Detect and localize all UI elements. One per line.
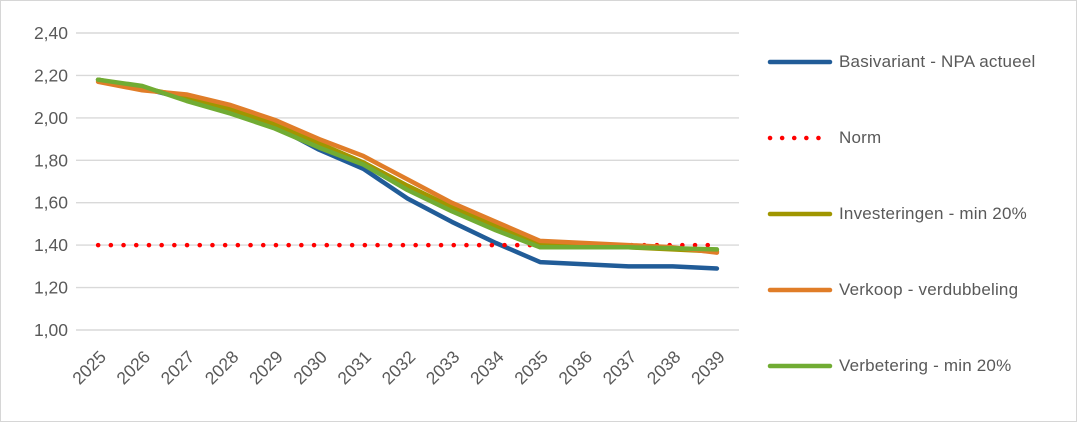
legend-label-verkoop: Verkoop - verdubbeling <box>839 280 1019 299</box>
svg-text:1,60: 1,60 <box>34 193 68 213</box>
legend-item-verkoop: Verkoop - verdubbeling <box>766 276 1018 304</box>
legend-line-swatch-norm <box>767 135 833 141</box>
svg-text:2038: 2038 <box>643 347 685 389</box>
svg-text:2037: 2037 <box>599 347 641 389</box>
legend-item-basivariant: Basivariant - NPA actueel <box>766 48 1036 76</box>
svg-text:2032: 2032 <box>378 347 420 389</box>
svg-text:2031: 2031 <box>333 347 375 389</box>
legend-item-norm: Norm <box>766 124 881 152</box>
svg-text:2026: 2026 <box>112 347 154 389</box>
legend-label-norm: Norm <box>839 128 882 147</box>
legend-label-investeringen: Investeringen - min 20% <box>839 204 1027 223</box>
legend-line-swatch-basivariant <box>767 59 833 65</box>
svg-text:2036: 2036 <box>554 347 596 389</box>
svg-text:1,20: 1,20 <box>34 278 68 298</box>
svg-text:1,40: 1,40 <box>34 235 68 255</box>
legend-label-basivariant: Basivariant - NPA actueel <box>839 52 1036 71</box>
legend-item-investeringen: Investeringen - min 20% <box>766 200 1027 228</box>
svg-text:2033: 2033 <box>422 347 464 389</box>
svg-text:2025: 2025 <box>68 347 110 389</box>
svg-text:1,80: 1,80 <box>34 150 68 170</box>
legend-item-verbetering: Verbetering - min 20% <box>766 352 1011 380</box>
svg-text:2,00: 2,00 <box>34 108 68 128</box>
legend-line-swatch-verkoop <box>767 287 833 293</box>
svg-text:2030: 2030 <box>289 347 331 389</box>
svg-text:2028: 2028 <box>201 347 243 389</box>
legend-label-verbetering: Verbetering - min 20% <box>839 356 1012 375</box>
svg-text:2,20: 2,20 <box>34 65 68 85</box>
svg-text:2034: 2034 <box>466 347 508 389</box>
svg-text:2039: 2039 <box>687 347 729 389</box>
legend-line-swatch-investeringen <box>767 211 833 217</box>
svg-text:2027: 2027 <box>157 347 199 389</box>
svg-text:2029: 2029 <box>245 347 287 389</box>
svg-text:1,00: 1,00 <box>34 320 68 340</box>
chart-legend: Basivariant - NPA actueel Norm Investeri… <box>766 1 1071 421</box>
svg-text:2035: 2035 <box>510 347 552 389</box>
svg-text:2,40: 2,40 <box>34 23 68 43</box>
legend-line-swatch-verbetering <box>767 363 833 369</box>
